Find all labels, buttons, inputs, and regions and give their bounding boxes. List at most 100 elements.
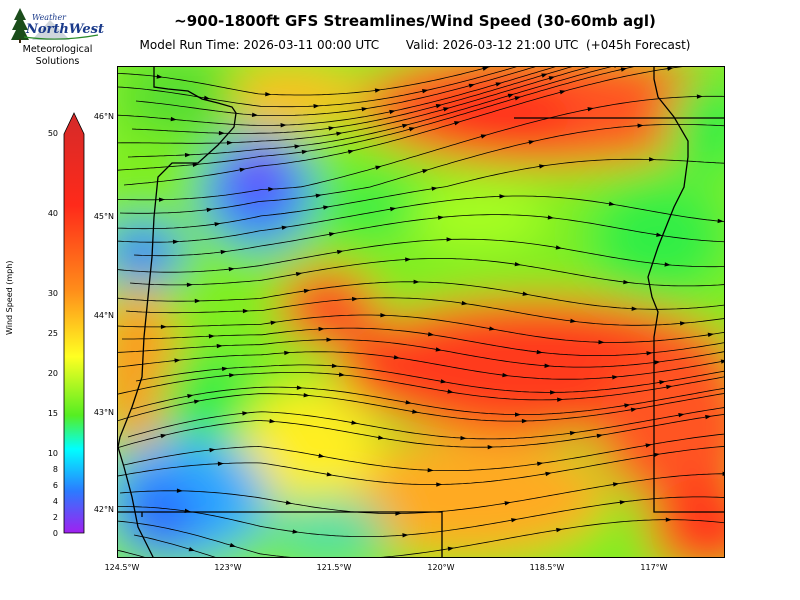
streamline-arrow-icon	[521, 418, 528, 424]
streamline-arrow-icon	[303, 288, 311, 294]
streamline	[118, 446, 724, 485]
streamline-arrow-icon	[251, 112, 259, 117]
tree-icon	[11, 8, 29, 40]
streamline	[131, 386, 724, 415]
streamline-arrow-icon	[596, 433, 603, 439]
state-boundaries	[118, 67, 724, 557]
streamline-arrow-icon	[679, 321, 687, 326]
streamline-arrow-icon	[313, 104, 320, 109]
streamline	[118, 67, 591, 144]
streamline-arrow-icon	[440, 379, 447, 384]
streamline-arrow-icon	[339, 557, 345, 558]
streamline-arrow-icon	[598, 340, 605, 345]
streamline	[119, 124, 724, 214]
streamline-arrow-icon	[659, 380, 666, 385]
streamline-arrow-icon	[645, 443, 652, 448]
streamline-arrow-icon	[405, 400, 412, 405]
streamline-arrow-icon	[654, 360, 661, 365]
chart-subtitle: Model Run Time: 2026-03-11 00:00 UTC Val…	[139, 38, 691, 52]
streamline-arrow-icon	[203, 95, 211, 100]
streamline-arrow-icon	[570, 318, 577, 324]
streamline-arrow-icon	[468, 83, 475, 88]
colorbar-tick-15: 15	[47, 409, 58, 418]
streamline	[118, 238, 724, 273]
lon-label-117: 117°W	[640, 563, 668, 572]
streamline-arrow-icon	[380, 313, 387, 318]
streamline-arrow-icon	[303, 392, 310, 398]
streamline-arrow-icon	[269, 418, 276, 424]
streamline-arrow-icon	[172, 239, 179, 245]
colorbar-tick-25: 25	[47, 329, 58, 338]
streamline-arrow-icon	[351, 420, 358, 425]
streamline-arrow-icon	[186, 282, 193, 287]
streamline-arrow-icon	[217, 461, 224, 466]
streamline-arrow-icon	[545, 471, 552, 477]
lon-label-124-5: 124.5°W	[104, 563, 140, 572]
streamline-arrow-icon	[427, 331, 435, 337]
streamline-arrow-icon	[280, 123, 287, 128]
streamline-arrow-icon	[192, 162, 199, 167]
streamline-arrow-icon	[431, 186, 438, 191]
streamline-arrow-icon	[460, 435, 467, 441]
streamline	[135, 67, 536, 116]
colorbar-tick-2: 2	[52, 513, 58, 522]
streamline-arrow-icon	[216, 343, 223, 349]
streamline-arrow-icon	[514, 96, 521, 101]
lat-label-44: 44°N	[93, 311, 114, 320]
streamline-arrow-icon	[323, 205, 330, 210]
streamline	[118, 67, 517, 108]
streamline-arrow-icon	[402, 533, 409, 538]
streamline-arrow-icon	[653, 452, 660, 458]
streamline-arrow-icon	[422, 89, 429, 94]
streamline	[129, 258, 724, 287]
streamline-arrow-icon	[717, 218, 724, 224]
streamline-arrow-icon	[504, 501, 511, 506]
streamline-arrow-icon	[587, 107, 594, 112]
streamline-arrow-icon	[160, 433, 167, 439]
streamline-arrow-icon	[378, 435, 385, 440]
streamline-arrow-icon	[220, 249, 227, 255]
streamline-arrow-icon	[664, 262, 671, 267]
streamline-arrow-icon	[544, 363, 551, 368]
streamline-arrow-icon	[461, 300, 468, 306]
streamline-arrow-icon	[268, 187, 275, 192]
lon-label-118-5: 118.5°W	[529, 563, 565, 572]
streamline	[118, 67, 634, 171]
streamline-arrow-icon	[569, 430, 577, 436]
streamline-arrow-icon	[556, 527, 563, 533]
streamline-arrow-icon	[648, 157, 656, 162]
streamline-arrow-icon	[328, 232, 336, 237]
streamline-arrow-icon	[435, 104, 443, 109]
streamline-arrow-icon	[301, 149, 308, 155]
lon-label-123: 123°W	[214, 563, 242, 572]
streamline-arrow-icon	[318, 453, 325, 458]
streamline	[125, 297, 724, 326]
streamline	[131, 67, 573, 134]
streamline	[118, 158, 724, 230]
streamline-arrow-icon	[158, 197, 165, 202]
streamline-arrow-icon	[242, 411, 249, 416]
streamline-arrow-icon	[292, 529, 299, 534]
streamline-arrow-icon	[637, 123, 644, 128]
streamline-arrow-icon	[548, 76, 555, 81]
colorbar-tick-50: 50	[47, 129, 58, 138]
streamline-arrow-icon	[228, 267, 235, 272]
streamline-arrow-icon	[547, 215, 554, 220]
streamline-arrow-icon	[722, 471, 724, 476]
colorbar-tick-30: 30	[47, 289, 58, 298]
map-canvas	[118, 67, 724, 558]
streamline	[118, 372, 724, 401]
streamline-arrow-icon	[559, 90, 566, 95]
streamline-arrow-icon	[351, 296, 359, 302]
lat-label-42: 42°N	[93, 505, 114, 514]
colorbar-tick-8: 8	[52, 465, 58, 474]
streamline-arrow-icon	[667, 67, 674, 71]
streamline-arrow-icon	[393, 355, 400, 360]
lon-label-120: 120°W	[427, 563, 455, 572]
streamline-arrow-icon	[646, 351, 653, 356]
streamline-arrow-icon	[482, 67, 489, 71]
streamline-arrow-icon	[427, 467, 434, 473]
streamline-arrow-icon	[515, 412, 521, 417]
streamline-arrow-icon	[631, 306, 638, 311]
streamline-arrow-icon	[480, 134, 488, 139]
